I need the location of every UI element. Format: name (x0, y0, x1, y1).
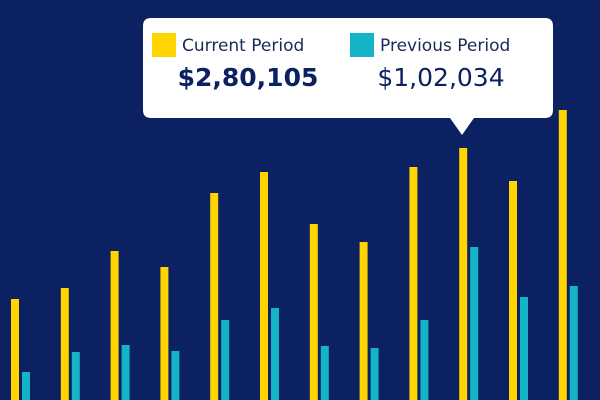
legend-swatch (152, 33, 176, 57)
bar (509, 181, 517, 400)
bars (11, 110, 578, 400)
bar (370, 348, 379, 400)
legend-swatch (350, 33, 374, 57)
bar (309, 224, 318, 400)
bar (260, 172, 268, 400)
tooltip-value: $2,80,105 (178, 63, 319, 92)
bar (409, 167, 418, 400)
bar (558, 110, 567, 400)
bar (171, 351, 180, 400)
tooltip-box (143, 18, 553, 135)
bar (459, 148, 468, 400)
tooltip: Current Period $2,80,105 Previous Period $1… (143, 18, 553, 135)
bar (569, 286, 578, 400)
bar (420, 320, 429, 400)
bar (470, 247, 479, 400)
bar (71, 352, 80, 400)
bar (359, 242, 368, 400)
bar (110, 251, 119, 400)
bar (320, 346, 329, 400)
tooltip-value: $1,02,034 (377, 63, 504, 92)
legend-label: Current Period (182, 36, 304, 56)
bar (520, 297, 528, 400)
bar (221, 320, 230, 400)
bar (271, 308, 279, 400)
bar (60, 288, 69, 400)
bar (22, 372, 30, 400)
bar (160, 267, 169, 400)
legend-label: Previous Period (380, 36, 510, 56)
bar (210, 193, 219, 400)
bar (121, 345, 130, 400)
bar (11, 299, 19, 400)
